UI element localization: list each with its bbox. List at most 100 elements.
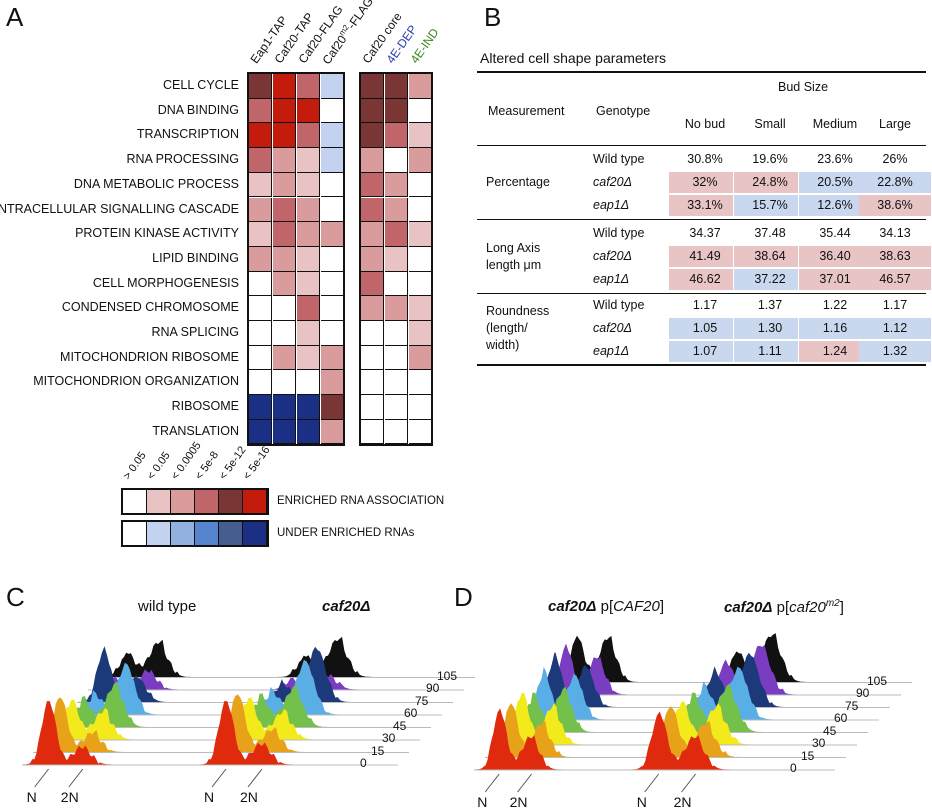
shaded-cell-bg <box>734 246 798 267</box>
heatmap-cell <box>297 123 320 149</box>
measurement-label: (length/ <box>486 321 528 335</box>
panel-d-letter: D <box>454 582 473 612</box>
legend-under-frame <box>121 520 269 547</box>
heatmap-cell <box>297 148 320 173</box>
axis-tick <box>484 773 500 793</box>
heatmap-cell <box>361 246 384 272</box>
panel-d-left-mid: p[ <box>596 598 614 615</box>
heatmap-frame-right <box>359 72 433 446</box>
heatmap-cell <box>297 345 320 371</box>
shaded-cell-bg <box>799 195 863 216</box>
genotype-label: eap1Δ <box>593 344 630 358</box>
row-label: TRANSLATION <box>152 423 239 438</box>
shaded-cell-bg <box>669 172 733 193</box>
table-value: 33.1% <box>687 198 723 212</box>
legend-enriched-swatch <box>195 490 219 513</box>
table-value: 26% <box>882 152 908 166</box>
shaded-cell-bg <box>799 318 863 339</box>
table-value: 34.13 <box>879 226 911 240</box>
panel-d-left-prefix: caf20Δ <box>548 598 597 615</box>
axis-tick <box>34 768 49 788</box>
row-label: LIPID BINDING <box>152 250 239 265</box>
genotype-label: Wild type <box>593 152 645 166</box>
heatmap-cell <box>385 246 408 272</box>
table-value: 1.32 <box>882 344 908 358</box>
measurement-label: length μm <box>486 257 542 272</box>
heatmap-cell <box>385 271 408 297</box>
heatmap-cell <box>249 345 272 371</box>
legend-under-swatch <box>147 522 171 545</box>
header-col: Small <box>754 117 786 131</box>
shaded-cell-bg <box>734 172 798 193</box>
heatmap-cell <box>249 321 272 346</box>
row-label: MITOCHONDRION ORGANIZATION <box>33 374 239 389</box>
measurement-label: Percentage <box>486 175 550 189</box>
legend-enriched-swatch <box>219 490 243 513</box>
heatmap-cell <box>385 345 408 371</box>
heatmap-cell <box>273 197 296 223</box>
legend-under-swatch <box>171 522 195 545</box>
heatmap-cell <box>361 222 384 247</box>
table-value: 23.6% <box>817 152 853 166</box>
heatmap-cell <box>361 370 384 396</box>
heatmap-cell <box>385 197 408 223</box>
heatmap-cell <box>297 74 320 99</box>
shaded-cell-bg <box>669 195 733 216</box>
timepoint-label: 60 <box>834 711 848 725</box>
row-label: DNA METABOLIC PROCESS <box>73 176 239 191</box>
legend-under-swatch <box>219 522 243 545</box>
table-value: 38.64 <box>754 249 786 263</box>
table-bottom-rule <box>477 364 926 366</box>
heatmap-cell <box>385 321 408 346</box>
panel-d-right-mid: p[ <box>772 599 790 616</box>
histogram-d-1-t6 <box>540 643 720 696</box>
heatmap-cell <box>297 172 320 198</box>
heatmap-cell <box>249 296 272 321</box>
measurement-label: width) <box>486 338 520 352</box>
timepoint-label: 0 <box>360 756 367 770</box>
heatmap-cell <box>385 395 408 420</box>
table-value: 46.57 <box>879 272 911 286</box>
panel-c-label-wildtype: wild type <box>138 598 197 615</box>
table-value: 36.40 <box>819 249 851 263</box>
table-value: 1.17 <box>882 298 908 312</box>
heatmap-cell <box>249 271 272 297</box>
panel-a-letter: A <box>6 2 24 32</box>
legend-under-label: UNDER ENRICHED RNAs <box>277 527 415 539</box>
timepoint-label: 90 <box>426 681 440 695</box>
table-value: 12.6% <box>817 198 853 212</box>
panel-d-left-gene: CAF20 <box>613 598 660 615</box>
heatmap-cell <box>385 74 408 99</box>
timepoint-label: 60 <box>404 706 418 720</box>
panel-d-label-caf20-pcaf20m2: caf20Δ p[caf20m2] <box>724 598 844 616</box>
shaded-cell-bg <box>859 195 931 216</box>
shaded-cell-bg <box>734 318 798 339</box>
table-value: 22.8% <box>877 175 913 189</box>
timepoint-label: 75 <box>845 698 859 713</box>
panel-c-label-caf20: caf20Δ <box>322 598 371 615</box>
genotype-label: caf20Δ <box>593 321 632 335</box>
timepoint-label: 30 <box>382 731 396 745</box>
table-value: 20.5% <box>817 175 853 189</box>
table-value: 37.22 <box>754 272 786 286</box>
heatmap-cell <box>297 395 320 420</box>
header-col: No bud <box>684 117 726 131</box>
heatmap-cell <box>361 271 384 297</box>
heatmap-cell <box>249 395 272 420</box>
panel-d-left-end: ] <box>659 598 664 615</box>
heatmap-cell <box>385 296 408 321</box>
timepoint-label: 0 <box>790 761 797 775</box>
heatmap-cell <box>361 321 384 346</box>
heatmap-cell <box>273 74 296 99</box>
heatmap-cell <box>273 296 296 321</box>
axis-tick-label: N <box>204 789 215 805</box>
heatmap-cell <box>273 345 296 371</box>
table-value: 37.01 <box>819 272 851 286</box>
table-value: 34.37 <box>689 226 721 240</box>
timepoint-label: 30 <box>812 736 826 750</box>
group-rule <box>477 219 926 220</box>
legend-under-swatch <box>195 522 219 545</box>
heatmap-cell <box>249 222 272 247</box>
axis-tick <box>644 773 660 793</box>
heatmap-cell <box>273 271 296 297</box>
